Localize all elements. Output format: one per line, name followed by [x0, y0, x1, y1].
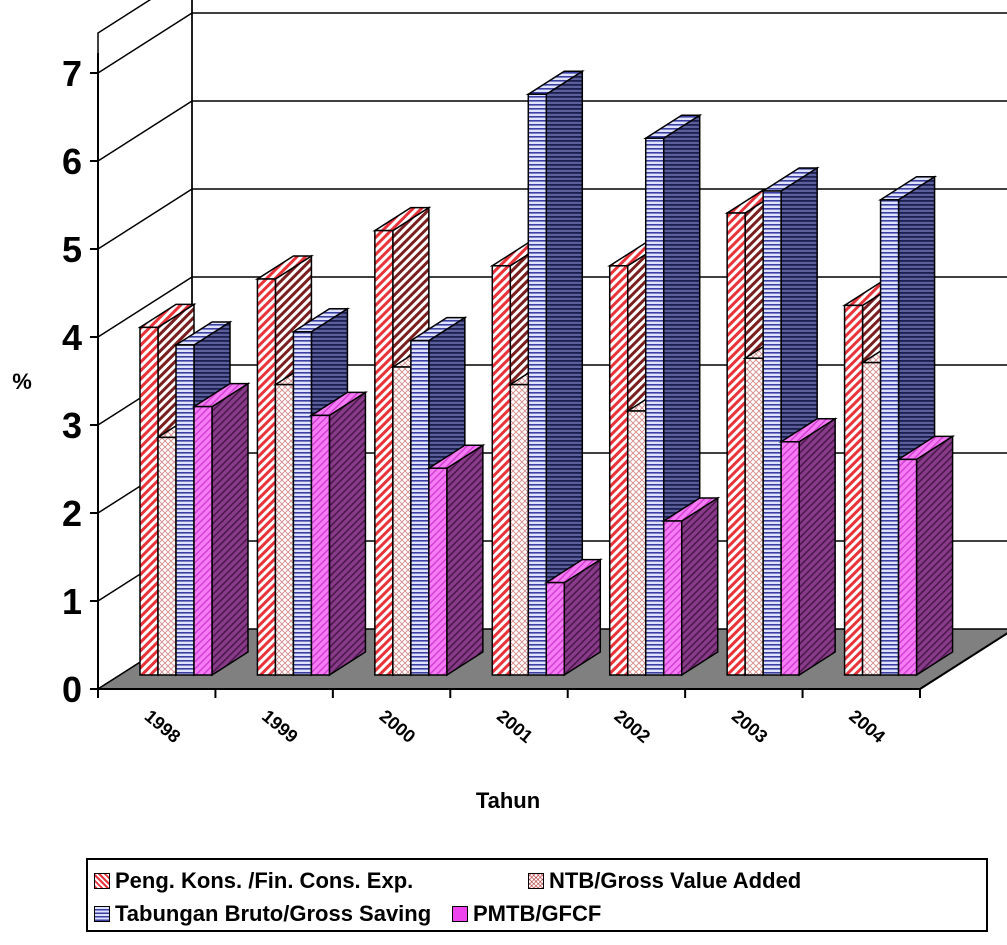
bar-front-face: [608, 265, 629, 676]
x-tick-label: 2000: [376, 706, 420, 747]
legend-label: NTB/Gross Value Added: [549, 868, 802, 893]
x-tick-label: 2002: [611, 706, 655, 747]
x-tick-label: 2001: [493, 706, 537, 747]
bar-gross-saving: [525, 69, 585, 677]
bar-gfcf: [191, 382, 251, 677]
bar-gfcf: [308, 391, 368, 677]
bar-gfcf: [778, 417, 838, 677]
bar-gfcf: [661, 496, 721, 677]
legend-swatch-magenta: [452, 906, 468, 922]
y-tick-label: 0: [62, 669, 82, 710]
bar-front-face: [274, 383, 295, 676]
bar-front-face: [626, 410, 647, 676]
x-tick-label: 2003: [728, 706, 772, 747]
x-tick-label: 1999: [258, 706, 302, 747]
legend-swatch-blue: [94, 906, 110, 922]
legend-label: Peng. Kons. /Fin. Cons. Exp.: [115, 868, 414, 893]
x-tick-label: 1998: [141, 706, 185, 747]
bar-gfcf: [896, 435, 956, 677]
bar-front-face: [256, 278, 277, 676]
bar-front-face: [662, 520, 683, 676]
y-axis-title: %: [12, 369, 32, 394]
bar-side-face: [446, 443, 484, 677]
y-tick-label: 2: [62, 493, 82, 534]
bar-front-face: [762, 190, 782, 676]
x-axis-title: Tahun: [476, 788, 540, 813]
bar-front-face: [644, 137, 665, 676]
legend-swatch-red: [94, 873, 110, 889]
bar-front-face: [545, 581, 566, 676]
legend-item-fin-cons-exp: Peng. Kons. /Fin. Cons. Exp.: [94, 868, 413, 894]
bar-front-face: [509, 383, 530, 676]
bar-front-face: [193, 405, 213, 676]
bar-front-face: [861, 361, 882, 676]
y-tick-label: 5: [62, 229, 82, 270]
bar-side-face: [915, 435, 954, 677]
bar-front-face: [310, 414, 331, 676]
y-tick-label: 6: [62, 141, 82, 182]
y-tick-label: 7: [62, 53, 82, 94]
legend-item-gfcf: PMTB/GFCF: [452, 901, 601, 927]
chart-bars: [137, 69, 956, 677]
bar-front-face: [410, 339, 430, 676]
y-tick-label: 1: [62, 581, 82, 622]
y-tick-label: 4: [62, 317, 82, 358]
legend: Peng. Kons. /Fin. Cons. Exp. NTB/Gross V…: [86, 858, 988, 932]
bar-side-face: [211, 382, 249, 677]
legend-label: PMTB/GFCF: [473, 901, 602, 926]
bar-gfcf: [543, 558, 603, 677]
bar-front-face: [392, 366, 412, 676]
bar-front-face: [139, 326, 159, 676]
bar-gfcf: [426, 443, 486, 677]
bar-side-face: [798, 417, 836, 677]
bar-front-face: [744, 357, 764, 676]
bar-front-face: [428, 467, 448, 676]
bar-side-face: [680, 496, 719, 677]
bar-front-face: [491, 265, 512, 676]
bar-side-face: [328, 391, 367, 677]
legend-label: Tabungan Bruto/Gross Saving: [115, 901, 432, 926]
bar-front-face: [726, 212, 746, 676]
bar-front-face: [780, 441, 800, 676]
y-tick-label: 3: [62, 405, 82, 446]
bar-front-face: [175, 344, 195, 676]
bar-front-face: [843, 304, 864, 676]
bar-front-face: [879, 199, 900, 676]
legend-item-gross-value-added: NTB/Gross Value Added: [528, 868, 801, 894]
bar-front-face: [292, 331, 313, 676]
bar-front-face: [527, 93, 548, 676]
bar-front-face: [374, 229, 394, 676]
bar-front-face: [157, 436, 177, 676]
legend-swatch-pink: [528, 873, 544, 889]
x-tick-label: 2004: [845, 706, 889, 747]
bar-front-face: [897, 458, 918, 676]
legend-item-gross-saving: Tabungan Bruto/Gross Saving: [94, 901, 431, 927]
